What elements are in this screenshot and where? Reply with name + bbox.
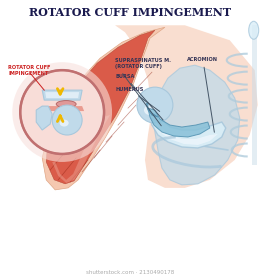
Polygon shape (115, 25, 258, 188)
Circle shape (137, 87, 173, 123)
Ellipse shape (249, 21, 259, 39)
Text: BURSA: BURSA (115, 74, 163, 120)
Ellipse shape (56, 101, 76, 108)
Polygon shape (40, 106, 84, 111)
Polygon shape (150, 112, 226, 148)
Text: HUMERUS: HUMERUS (115, 87, 160, 111)
Polygon shape (46, 30, 155, 184)
Polygon shape (36, 106, 52, 130)
Polygon shape (155, 122, 218, 145)
Polygon shape (42, 90, 82, 100)
Ellipse shape (60, 120, 69, 127)
Polygon shape (42, 27, 165, 190)
Polygon shape (45, 92, 79, 98)
Polygon shape (148, 108, 210, 137)
Circle shape (12, 62, 112, 162)
Text: shutterstock.com · 2130490178: shutterstock.com · 2130490178 (86, 270, 174, 275)
Text: ACROMION: ACROMION (187, 57, 218, 132)
Text: SUPRASPINATUS M.
(ROTATOR CUFF): SUPRASPINATUS M. (ROTATOR CUFF) (115, 58, 171, 126)
Polygon shape (152, 65, 240, 185)
Circle shape (52, 105, 82, 135)
Polygon shape (52, 115, 110, 183)
Circle shape (20, 70, 104, 154)
Polygon shape (146, 102, 158, 117)
Ellipse shape (144, 105, 156, 115)
Text: ROTATOR CUFF
IMPINGEMENT: ROTATOR CUFF IMPINGEMENT (8, 65, 51, 76)
Text: ROTATOR CUFF IMPINGEMENT: ROTATOR CUFF IMPINGEMENT (29, 7, 231, 18)
